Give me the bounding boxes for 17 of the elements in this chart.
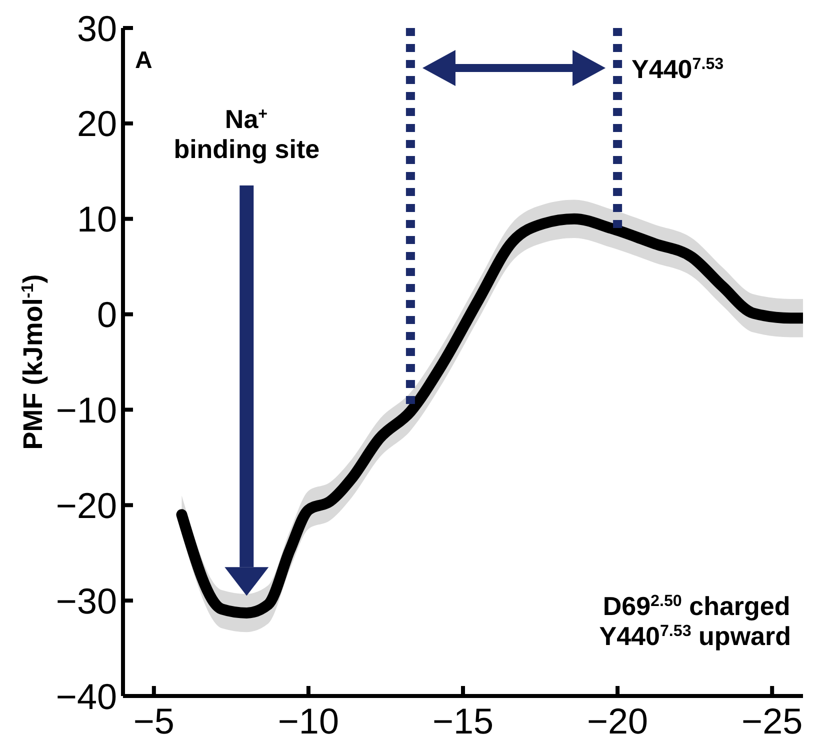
annotation: Na$^{+}$ binding site [174,104,320,164]
y-tick-label: −10 [56,389,117,430]
x-tick-label: −15 [432,700,494,742]
y-tick-label: 10 [76,198,117,240]
ref-line-label: Y440$^{7.53}$ [632,54,724,84]
y-tick-label: 30 [76,8,117,49]
y-tick-label: −20 [56,484,117,526]
y-tick-label: 0 [96,294,117,336]
annotation: A [135,47,152,74]
y-tick-label: 20 [76,103,117,144]
y-tick-label: −30 [56,580,117,622]
x-tick-label: −10 [278,700,339,742]
x-tick-label: −20 [587,700,648,742]
y-tick-label: −40 [56,676,117,717]
x-tick-label: −25 [742,700,803,742]
x-tick-label: −5 [133,700,174,742]
annotation: D69$^{2.50}$ charged Y440$^{7.53}$ upward [599,590,791,651]
